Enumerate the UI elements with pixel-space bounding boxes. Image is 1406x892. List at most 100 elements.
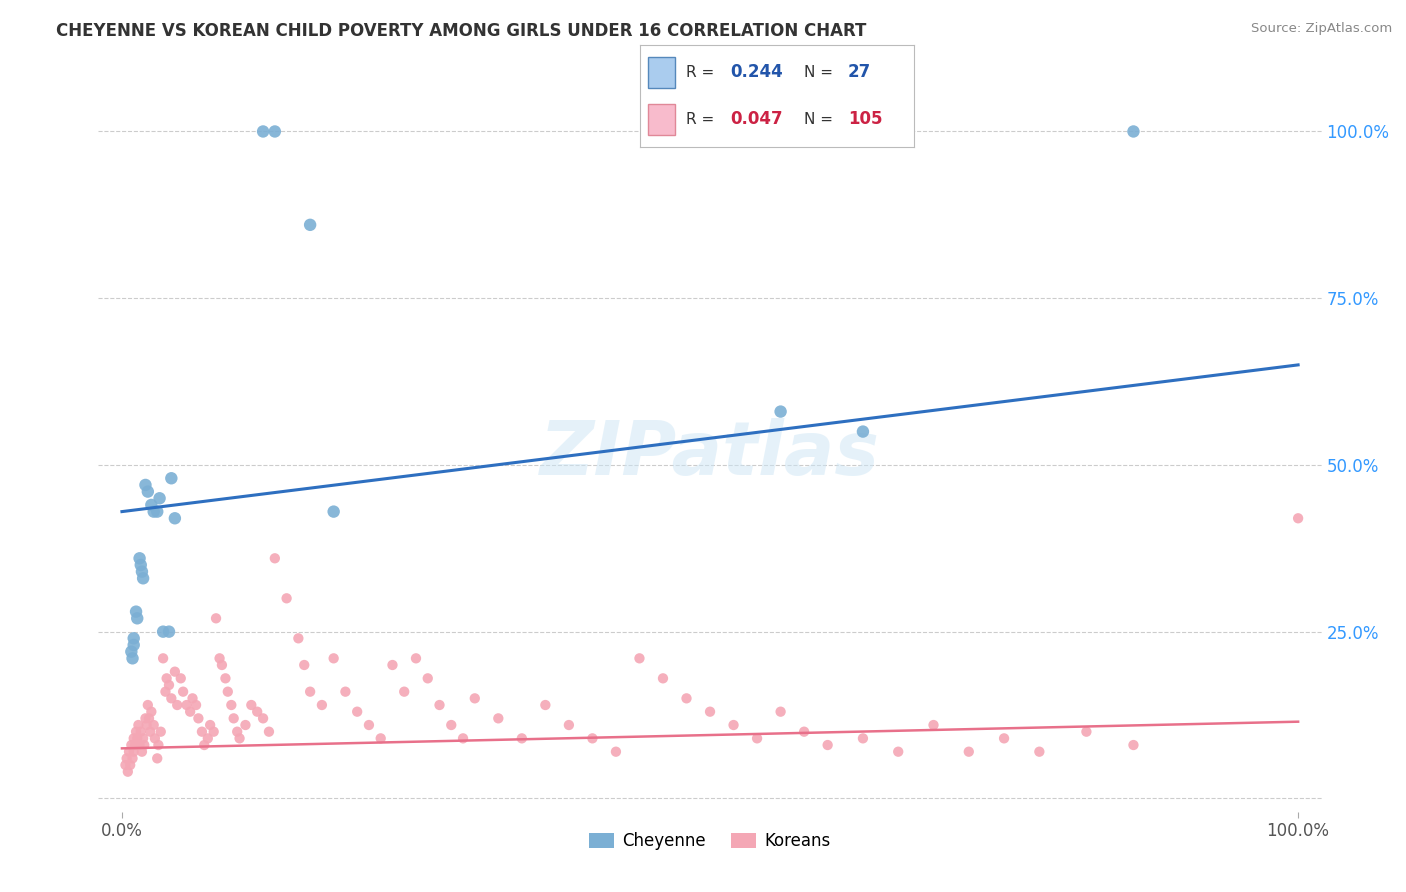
Point [322,505,344,519]
Point [335,684,357,698]
Text: R =: R = [686,112,714,127]
Point [139,724,162,739]
Point [128,551,150,566]
Point [217,684,239,698]
Point [129,558,152,572]
Point [114,758,136,772]
Point [257,724,280,739]
Point [957,745,980,759]
Point [134,478,156,492]
Point [628,651,651,665]
Point [122,638,145,652]
Point [160,471,183,485]
Point [205,611,228,625]
Point [405,651,427,665]
Point [121,651,143,665]
Point [1028,745,1050,759]
Text: N =: N = [804,65,834,79]
Text: 0.047: 0.047 [730,111,783,128]
Text: N =: N = [804,112,834,127]
Point [163,511,186,525]
Point [793,724,815,739]
Point [652,671,675,685]
Point [221,698,243,712]
Point [127,611,149,625]
Text: R =: R = [686,65,714,79]
Point [125,605,148,619]
Text: CHEYENNE VS KOREAN CHILD POVERTY AMONG GIRLS UNDER 16 CORRELATION CHART: CHEYENNE VS KOREAN CHILD POVERTY AMONG G… [56,22,866,40]
FancyBboxPatch shape [648,104,675,135]
Point [769,404,792,418]
Point [179,705,201,719]
Point [699,705,721,719]
Text: 0.244: 0.244 [730,63,783,81]
Legend: Cheyenne, Koreans: Cheyenne, Koreans [582,826,838,857]
Point [127,718,149,732]
Point [157,624,180,639]
Point [120,738,142,752]
Point [128,738,150,752]
Point [558,718,581,732]
Point [287,632,309,646]
Point [581,731,603,746]
Point [131,565,153,579]
Point [299,684,322,698]
Point [120,645,142,659]
Point [127,731,149,746]
Point [1122,738,1144,752]
Point [464,691,486,706]
Point [252,711,274,725]
Point [228,731,250,746]
Point [392,684,416,698]
Point [142,505,165,519]
Point [1076,724,1098,739]
Point [160,691,183,706]
Point [122,632,145,646]
Point [769,705,792,719]
Point [486,711,509,725]
Point [131,745,153,759]
Point [211,658,233,673]
Point [124,738,146,752]
Point [129,724,152,739]
Point [115,751,138,765]
Point [135,718,157,732]
Point [122,745,145,759]
Point [852,731,875,746]
Point [176,698,198,712]
Point [1122,124,1144,138]
Point [993,731,1015,746]
Point [184,698,207,712]
Point [198,718,221,732]
Point [157,678,180,692]
Point [887,745,910,759]
Point [156,671,179,685]
Point [132,571,155,585]
Point [311,698,333,712]
Point [510,731,533,746]
Point [166,698,188,712]
Point [381,658,404,673]
Point [292,658,315,673]
Text: 105: 105 [848,111,883,128]
Point [141,498,163,512]
Point [149,491,172,506]
Point [121,751,143,765]
Point [170,671,193,685]
Point [152,624,174,639]
Point [202,724,225,739]
Point [149,724,172,739]
Point [146,505,169,519]
Point [208,651,231,665]
Point [125,724,148,739]
Point [143,731,166,746]
Point [370,731,392,746]
Text: 27: 27 [848,63,872,81]
Point [152,651,174,665]
Point [745,731,768,746]
Point [222,711,245,725]
Point [852,425,875,439]
Point [117,764,139,779]
Point [214,671,236,685]
Point [451,731,474,746]
